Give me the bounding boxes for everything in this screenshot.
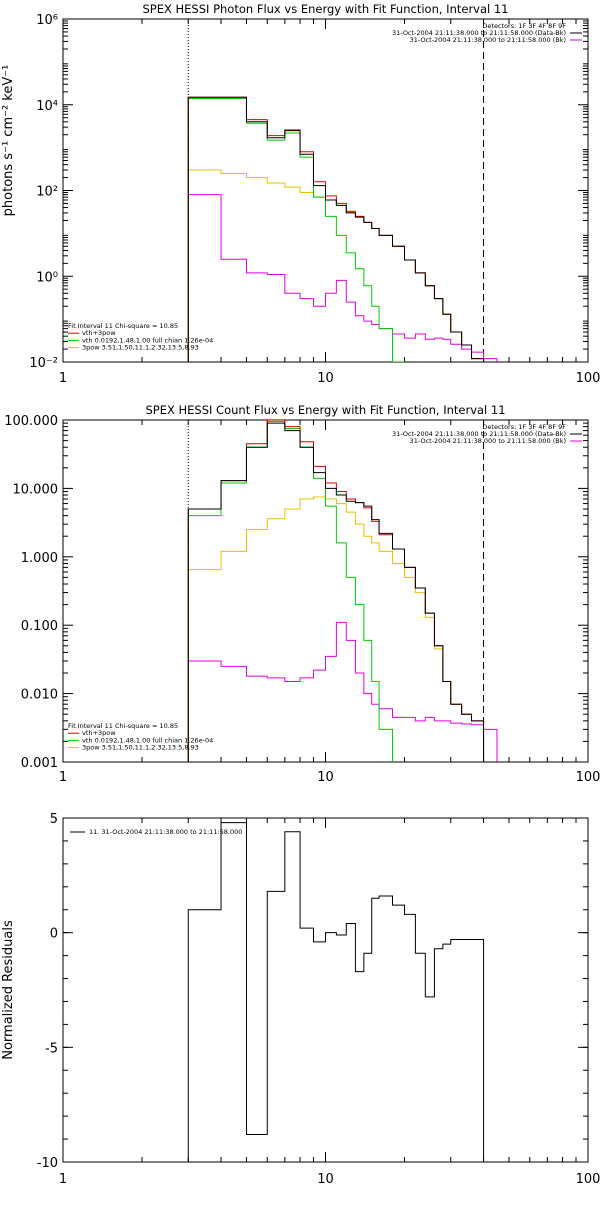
series-data-line: [187, 422, 498, 762]
chart-title: SPEX HESSI Count Flux vs Energy with Fit…: [145, 403, 505, 417]
plot-frame: [62, 817, 589, 1163]
x-tick-label: 1: [59, 1172, 67, 1187]
x-tick-label: 10: [317, 770, 334, 785]
legend-fit-entry: vth 0.0192,1.48,1.00 full chian 1.26e-04: [82, 736, 213, 744]
legend-fit-header: Fit Interval 11 Chi-square = 10.85: [68, 322, 178, 330]
legend-entry: 11. 31-Oct-2004 21:11:38.000 to 21:11:58…: [89, 828, 242, 836]
y-tick-label: 0: [50, 927, 58, 942]
series-data-line: [187, 822, 485, 1162]
series-total-line: [187, 420, 498, 762]
legend-top-entry: 31-Oct-2004 21:11:38.000 to 21:11:58.000…: [392, 29, 566, 37]
y-tick-label: 0.010: [21, 688, 58, 703]
y-tick-label: 1.000: [21, 551, 58, 566]
legend-fit-entry: 3pow 3.51,1.50,11.1,2.32,13.5,8.93: [82, 344, 199, 352]
y-tick-label: 100.000: [4, 414, 58, 429]
y-tick-label: 10⁻²: [29, 356, 58, 371]
legend-top-entry: Detectors: 1F 3F 4F 8F 9F: [482, 22, 566, 30]
series-background-line: [187, 621, 498, 762]
y-tick-label: -5: [45, 1041, 58, 1056]
legend-fit-entry: vth+3pow: [82, 729, 116, 737]
series-bpow-line: [187, 496, 498, 762]
x-tick-label: 10: [317, 1172, 334, 1187]
legend-top-entry: 31-Oct-2004 21:11:38.000 to 21:11:58.000…: [410, 36, 566, 44]
y-tick-label: 10⁶: [36, 13, 58, 28]
y-tick-label: 10⁰: [36, 270, 58, 285]
chart-title: SPEX HESSI Photon Flux vs Energy with Fi…: [142, 2, 508, 16]
x-tick-label: 10: [317, 371, 334, 386]
y-tick-label: 5: [50, 812, 58, 827]
legend-fit-header: Fit Interval 11 Chi-square = 10.85: [68, 722, 178, 730]
x-tick-label: 100: [576, 1172, 600, 1187]
legend-top-entry: 31-Oct-2004 21:11:38.000 to 21:11:58.000…: [392, 430, 566, 438]
y-tick-label: 0.001: [21, 756, 58, 771]
x-tick-label: 100: [576, 371, 600, 386]
y-axis-label: photons s⁻¹ cm⁻² keV⁻¹: [1, 65, 16, 217]
y-tick-label: 10²: [36, 185, 58, 200]
x-tick-label: 1: [59, 371, 67, 386]
legend-fit-entry: vth+3pow: [82, 329, 116, 337]
series-background-line: [187, 194, 498, 362]
series-data-line: [187, 96, 485, 362]
y-tick-label: -10: [37, 1156, 58, 1171]
y-tick-label: 10.000: [13, 482, 59, 497]
legend-fit-entry: vth 0.0192,1.48,1.00 full chian 1.26e-04: [82, 336, 213, 344]
y-axis-label: Normalized Residuals: [1, 920, 16, 1060]
legend-top-entry: 31-Oct-2004 21:11:38.000 to 21:11:58.000…: [410, 437, 566, 445]
x-tick-label: 100: [576, 770, 600, 785]
y-tick-label: 0.100: [21, 619, 58, 634]
x-tick-label: 1: [59, 770, 67, 785]
legend-top-entry: Detectors: 1F 3F 4F 8F 9F: [482, 423, 566, 431]
series-vth-line: [187, 421, 394, 762]
legend-fit-entry: 3pow 3.51,1.50,11.1,2.32,13.5,8.93: [82, 744, 199, 752]
y-tick-label: 10⁴: [36, 99, 58, 114]
